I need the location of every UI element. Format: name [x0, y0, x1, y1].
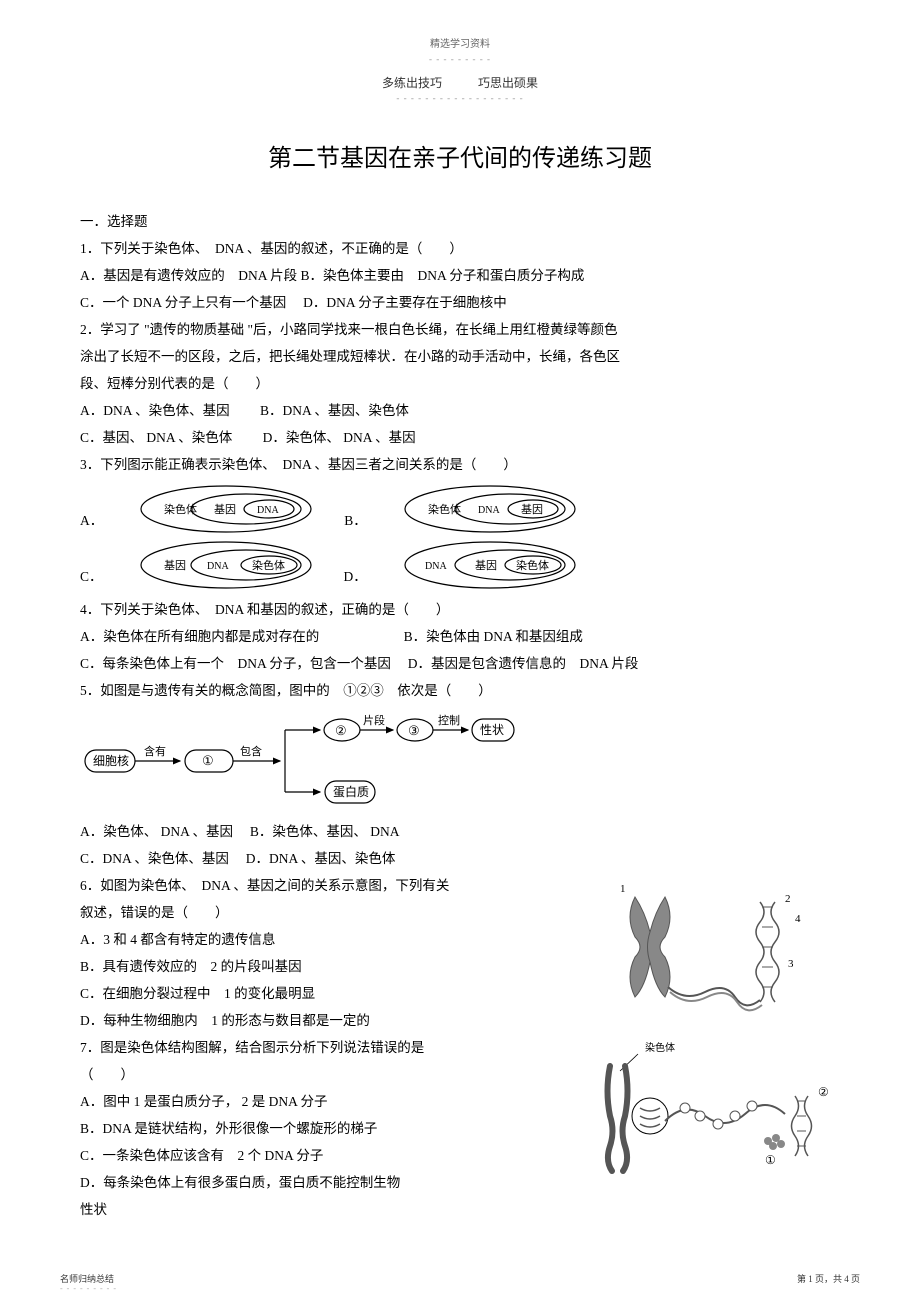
svg-text:蛋白质: 蛋白质: [333, 784, 369, 799]
q5-stem: 5．如图是与遗传有关的概念简图，图中的 ①②③ 依次是（ ）: [80, 677, 840, 704]
q3-labelD: D．: [344, 563, 367, 590]
subtitle-2: 巧思出硕果: [478, 76, 538, 90]
svg-text:DNA: DNA: [207, 561, 229, 572]
svg-text:基因: 基因: [521, 503, 543, 516]
q2-optA: A．DNA 、染色体、基因: [80, 403, 230, 418]
q2-optB: B．DNA 、基因、染色体: [260, 403, 409, 418]
q2-optD: D．染色体、 DNA 、基因: [263, 430, 416, 445]
q3-diagD: DNA 基因 染色体: [403, 540, 578, 590]
q3-diagA: 染色体 基因 DNA: [139, 484, 314, 534]
q2-line1: A．DNA 、染色体、基因 B．DNA 、基因、染色体: [80, 397, 840, 424]
footer-left-dash: - - - - - - - - -: [60, 1284, 117, 1293]
svg-text:①: ①: [202, 753, 214, 768]
svg-text:DNA: DNA: [257, 505, 279, 516]
q6-stem2: 叙述，错误的是（ ）: [80, 899, 580, 926]
svg-text:染色体: 染色体: [645, 1041, 675, 1054]
svg-text:DNA: DNA: [478, 505, 500, 516]
q4-line2: C．每条染色体上有一个 DNA 分子，包含一个基因 D．基因是包含遗传信息的 D…: [80, 650, 840, 677]
svg-text:DNA: DNA: [425, 561, 447, 572]
q7-optD2: 性状: [80, 1196, 580, 1223]
svg-text:片段: 片段: [363, 713, 385, 727]
svg-text:染色体: 染色体: [164, 502, 197, 516]
footer-right: 第 1 页，共 4 页: [797, 1272, 860, 1285]
q4-line1: A．染色体在所有细胞内都是成对存在的 B．染色体由 DNA 和基因组成: [80, 623, 840, 650]
q4-stem: 4．下列关于染色体、 DNA 和基因的叙述，正确的是（ ）: [80, 596, 840, 623]
header-top-label: 精选学习资料: [80, 35, 840, 50]
q3-row1: A． 染色体 基因 DNA B． 染色体 DNA 基因: [80, 484, 840, 534]
q2-stem2: 涂出了长短不一的区段，之后，把长绳处理成短棒状．在小路的动手活动中，长绳，各色区: [80, 343, 840, 370]
svg-text:含有: 含有: [144, 744, 166, 758]
q1-optB: B．染色体主要由 DNA 分子和蛋白质分子构成: [301, 268, 585, 283]
q7-figure: 染色体 ①: [590, 1036, 840, 1181]
svg-text:性状: 性状: [480, 723, 504, 737]
svg-text:染色体: 染色体: [252, 558, 285, 572]
q3-labelB: B．: [344, 507, 367, 534]
q1-optC: C．一个 DNA 分子上只有一个基因: [80, 295, 286, 310]
header-subtitle-underline: - - - - - - - - - - - - - - - - - -: [80, 93, 840, 103]
page-title: 第二节基因在亲子代间的传递练习题: [80, 138, 840, 173]
q6-stem1: 6．如图为染色体、 DNA 、基因之间的关系示意图，下列有关: [80, 872, 580, 899]
q6-figure: 1 2 4 3: [590, 872, 820, 1027]
q5-optB: B．染色体、基因、 DNA: [250, 824, 400, 839]
svg-text:细胞核: 细胞核: [93, 754, 129, 768]
section-header: 一．选择题: [80, 208, 840, 235]
header-dashes: - - - - - - - - -: [80, 54, 840, 64]
q2-line2: C．基因、 DNA 、染色体 D．染色体、 DNA 、基因: [80, 424, 840, 451]
svg-text:③: ③: [408, 723, 420, 738]
q5-optA: A．染色体、 DNA 、基因: [80, 824, 233, 839]
q5-line1: A．染色体、 DNA 、基因 B．染色体、基因、 DNA: [80, 818, 840, 845]
q1-optD: D．DNA 分子主要存在于细胞核中: [303, 295, 507, 310]
svg-text:2: 2: [785, 893, 791, 905]
q4-optC: C．每条染色体上有一个 DNA 分子，包含一个基因: [80, 656, 391, 671]
svg-text:控制: 控制: [438, 713, 460, 727]
q6-optB: B．具有遗传效应的 2 的片段叫基因: [80, 953, 580, 980]
q1-line1: A．基因是有遗传效应的 DNA 片段 B．染色体主要由 DNA 分子和蛋白质分子…: [80, 262, 840, 289]
q5-diagram: 细胞核 含有 ① 包含 ② 片段 ③ 控制 性状 蛋白质: [80, 710, 530, 805]
q7-optB: B．DNA 是链状结构，外形很像一个螺旋形的梯子: [80, 1115, 580, 1142]
q7-optA: A．图中 1 是蛋白质分子， 2 是 DNA 分子: [80, 1088, 580, 1115]
q7-optD1: D．每条染色体上有很多蛋白质，蛋白质不能控制生物: [80, 1169, 580, 1196]
q4-optB: B．染色体由 DNA 和基因组成: [404, 629, 583, 644]
svg-text:基因: 基因: [214, 503, 236, 516]
q2-optC: C．基因、 DNA 、染色体: [80, 430, 232, 445]
main-content: 一．选择题 1．下列关于染色体、 DNA 、基因的叙述，不正确的是（ ） A．基…: [80, 208, 840, 1223]
q6-optD: D．每种生物细胞内 1 的形态与数目都是一定的: [80, 1007, 580, 1034]
q2-stem3: 段、短棒分别代表的是（ ）: [80, 370, 840, 397]
q1-optA: A．基因是有遗传效应的 DNA 片段: [80, 268, 297, 283]
svg-text:①: ①: [765, 1153, 776, 1167]
q3-labelC: C．: [80, 563, 103, 590]
svg-text:3: 3: [788, 958, 794, 970]
svg-text:染色体: 染色体: [428, 502, 461, 516]
q2-stem1: 2．学习了 "遗传的物质基础 "后，小路同学找来一根白色长绳，在长绳上用红橙黄绿…: [80, 316, 840, 343]
q7-optC: C．一条染色体应该含有 2 个 DNA 分子: [80, 1142, 580, 1169]
svg-text:②: ②: [335, 723, 347, 738]
svg-text:4: 4: [795, 913, 801, 925]
q7-stem1: 7．图是染色体结构图解，结合图示分析下列说法错误的是: [80, 1034, 580, 1061]
subtitle-1: 多练出技巧: [382, 76, 442, 90]
q5-optC: C．DNA 、染色体、基因: [80, 851, 229, 866]
q5-optD: D．DNA 、基因、染色体: [246, 851, 396, 866]
svg-text:染色体: 染色体: [516, 558, 549, 572]
q3-stem: 3．下列图示能正确表示染色体、 DNA 、基因三者之间关系的是（ ）: [80, 451, 840, 478]
q6-optC: C．在细胞分裂过程中 1 的变化最明显: [80, 980, 580, 1007]
q3-diagB: 染色体 DNA 基因: [403, 484, 578, 534]
svg-text:②: ②: [818, 1085, 829, 1099]
svg-text:基因: 基因: [475, 559, 497, 572]
q3-diagC: 基因 DNA 染色体: [139, 540, 314, 590]
q1-stem: 1．下列关于染色体、 DNA 、基因的叙述，不正确的是（ ）: [80, 235, 840, 262]
svg-text:包含: 包含: [240, 744, 262, 758]
q5-line2: C．DNA 、染色体、基因 D．DNA 、基因、染色体: [80, 845, 840, 872]
header-subtitle: 多练出技巧 巧思出硕果: [80, 74, 840, 91]
q3-labelA: A．: [80, 507, 103, 534]
svg-text:基因: 基因: [164, 559, 186, 572]
q7-stem2: （ ）: [80, 1061, 580, 1088]
svg-text:1: 1: [620, 883, 626, 895]
q3-row2: C． 基因 DNA 染色体 D． DNA 基因 染色体: [80, 540, 840, 590]
q4-optD: D．基因是包含遗传信息的 DNA 片段: [408, 656, 639, 671]
q1-line2: C．一个 DNA 分子上只有一个基因 D．DNA 分子主要存在于细胞核中: [80, 289, 840, 316]
q4-optA: A．染色体在所有细胞内都是成对存在的: [80, 629, 319, 644]
q6-optA: A．3 和 4 都含有特定的遗传信息: [80, 926, 580, 953]
